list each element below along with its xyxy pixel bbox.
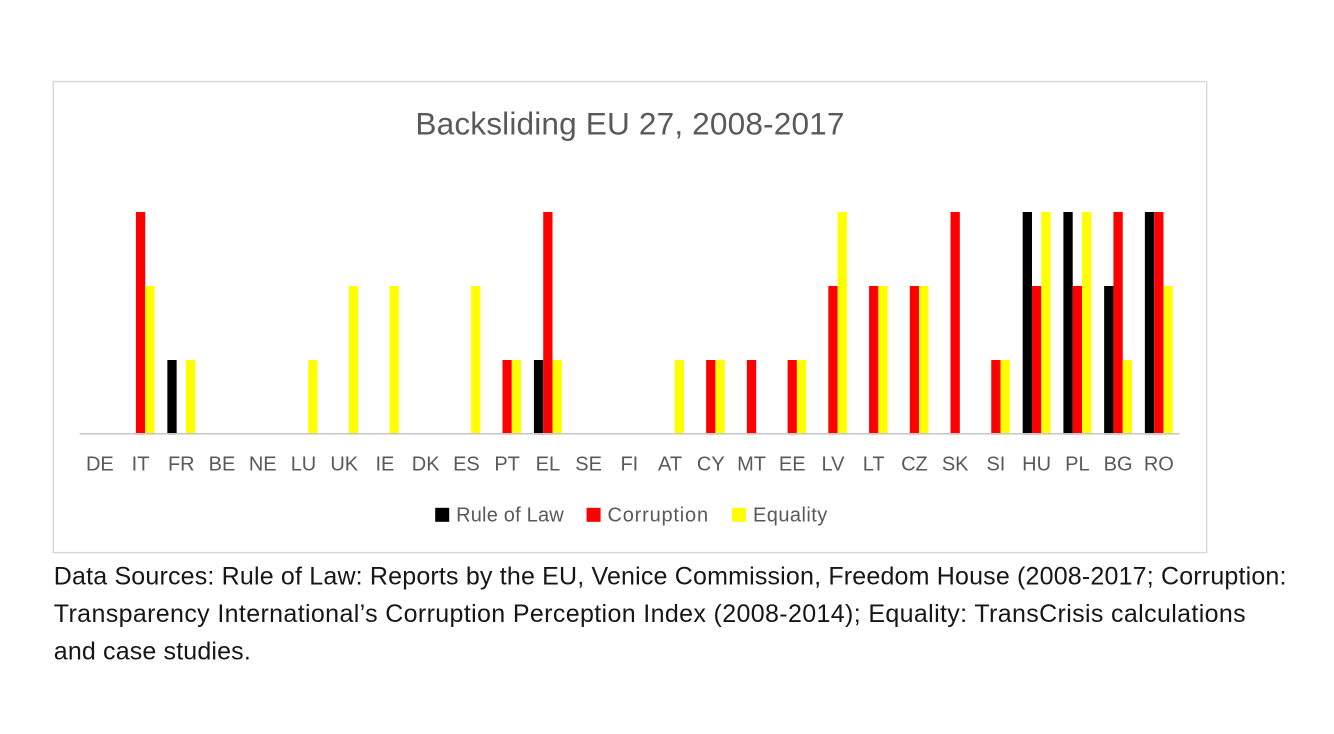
svg-text:DK: DK [412,453,440,475]
svg-text:HU: HU [1022,453,1051,475]
svg-text:Data Sources: Rule of Law: Rep: Data Sources: Rule of Law: Reports by th… [54,562,1287,590]
svg-text:EL: EL [536,453,560,475]
svg-text:IE: IE [375,453,394,475]
svg-text:and case studies.: and case studies. [54,638,251,666]
svg-text:SK: SK [942,453,969,475]
svg-text:BE: BE [209,453,236,475]
svg-text:SI: SI [986,453,1005,475]
svg-text:Rule of Law: Rule of Law [456,504,564,526]
svg-text:UK: UK [330,453,358,475]
svg-text:CY: CY [697,453,725,475]
svg-text:SE: SE [575,453,602,475]
svg-text:LV: LV [821,453,845,475]
svg-text:CZ: CZ [901,453,928,475]
svg-text:Corruption: Corruption [608,504,709,526]
svg-text:RO: RO [1144,453,1174,475]
svg-text:BG: BG [1104,453,1133,475]
svg-text:PL: PL [1065,453,1089,475]
svg-text:Transparency International’s C: Transparency International’s Corruption … [54,600,1246,628]
svg-text:IT: IT [132,453,150,475]
svg-text:LU: LU [291,453,317,475]
svg-text:DE: DE [86,453,114,475]
svg-text:EE: EE [779,453,806,475]
svg-text:MT: MT [737,453,766,475]
svg-text:FI: FI [620,453,638,475]
svg-text:LT: LT [863,453,885,475]
svg-text:AT: AT [658,453,682,475]
svg-text:FR: FR [168,453,195,475]
svg-text:NE: NE [249,453,277,475]
svg-text:ES: ES [453,453,480,475]
svg-text:Backsliding EU 27, 2008-2017: Backsliding EU 27, 2008-2017 [415,105,844,141]
svg-text:PT: PT [494,453,520,475]
svg-text:Equality: Equality [753,504,828,526]
